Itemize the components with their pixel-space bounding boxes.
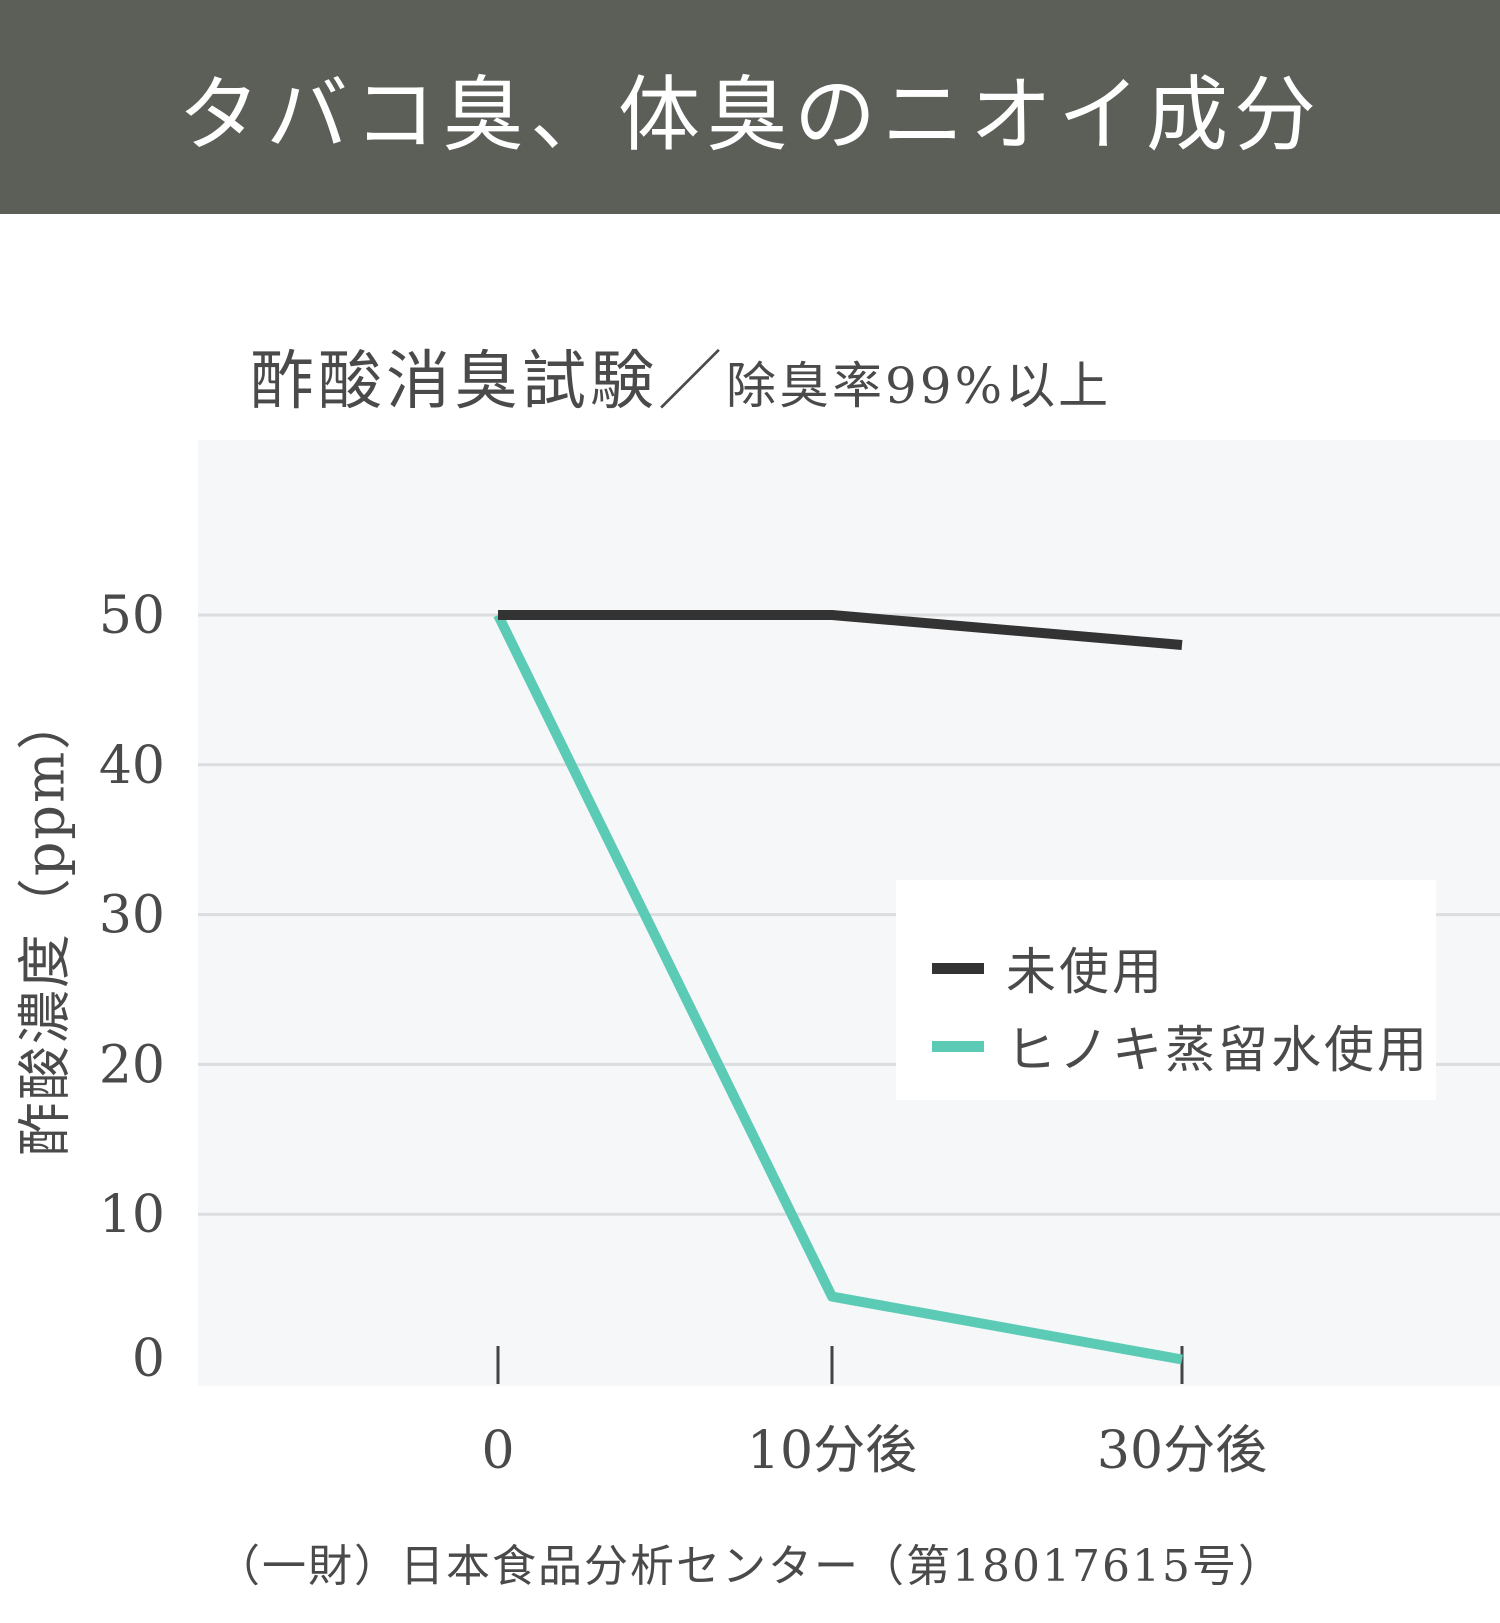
series-line-0 [498,610,1183,650]
header-title: タバコ臭、体臭のニオイ成分 [177,67,1322,163]
x-tick-label-0: 0 [481,1421,514,1481]
legend-swatch-hinoki [932,1040,984,1052]
y-tick-label-30: 30 [99,886,165,946]
legend: 未使用 ヒノキ蒸留水使用 [896,880,1436,1100]
legend-label-unused: 未使用 [1006,943,1165,1001]
header-banner: タバコ臭、体臭のニオイ成分 [0,0,1500,214]
x-axis-ticks [496,1346,1184,1384]
x-axis-tick-labels: 0 10分後 30分後 [481,1421,1267,1481]
series-line-1 [493,612,1183,1365]
y-tick-label-40: 40 [99,736,165,796]
legend-swatch-unused [932,962,984,974]
chart-title-main: 酢酸消臭試験／ [250,345,726,419]
y-tick-label-20: 20 [99,1035,165,1095]
x-tick-label-1: 10分後 [747,1421,917,1481]
chart-title-sub: 除臭率99%以上 [726,357,1112,415]
legend-item-hinoki: ヒノキ蒸留水使用 [932,1010,1430,1082]
y-tick-label-10: 10 [99,1185,165,1245]
source-note: （一財）日本食品分析センター（第18017615号） [216,1541,1284,1592]
legend-item-unused: 未使用 [932,932,1165,1004]
y-axis-label: 酢酸濃度（ppm） [13,693,77,1157]
series-lines [493,610,1183,1365]
chart-title: 酢酸消臭試験／除臭率99%以上 [250,330,1111,422]
y-tick-label-50: 50 [99,586,165,646]
x-tick-label-2: 30分後 [1097,1421,1267,1481]
y-tick-label-0: 0 [132,1329,165,1389]
legend-label-hinoki: ヒノキ蒸留水使用 [1006,1021,1430,1079]
y-axis-tick-labels: 0 10 20 30 40 50 [99,586,165,1389]
